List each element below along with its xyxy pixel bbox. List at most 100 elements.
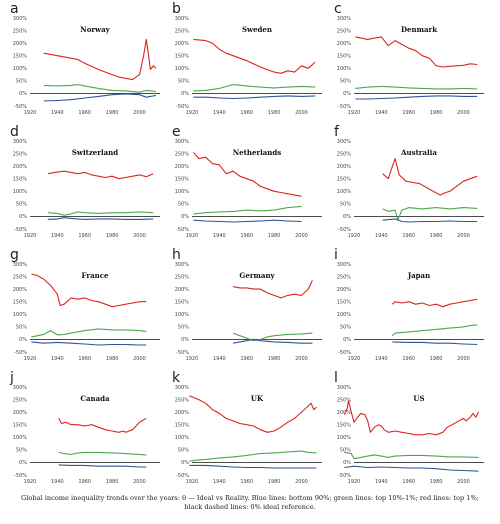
y-tick-label: 200% xyxy=(13,41,28,47)
x-tick-label: 2000 xyxy=(133,356,146,362)
y-tick-label: 300% xyxy=(13,16,28,22)
y-tick-label: 200% xyxy=(13,287,28,293)
series-red-line xyxy=(58,417,147,433)
series-blue-line xyxy=(47,217,154,220)
y-tick-label: 200% xyxy=(175,164,190,170)
series-red-line xyxy=(43,38,157,81)
y-tick-label: 250% xyxy=(13,274,28,280)
y-tick-label: 100% xyxy=(13,66,28,72)
y-tick-label: 100% xyxy=(13,189,28,195)
panel-letter: d xyxy=(10,124,19,140)
series-blue-line xyxy=(193,219,302,223)
series-blue-line xyxy=(382,218,478,223)
y-tick-label: 200% xyxy=(337,41,352,47)
panel-us: l US 300% 250% 200% 150% 100% 50% 0% -50%1920 1940… xyxy=(334,370,484,485)
x-tick-label: 1920 xyxy=(24,479,37,485)
y-tick-label: 250% xyxy=(337,28,352,34)
y-tick-label: 50% xyxy=(340,202,351,208)
y-tick-label: -50% xyxy=(176,104,189,110)
series-red-line xyxy=(343,400,479,436)
series-red-line xyxy=(192,151,302,197)
x-tick-label: 1960 xyxy=(78,233,91,239)
x-tick-label: 1980 xyxy=(268,110,281,116)
x-tick-label: 2000 xyxy=(457,356,470,362)
series-blue-line xyxy=(344,465,479,472)
y-tick-label: 0% xyxy=(19,337,27,343)
y-tick-label: 250% xyxy=(175,28,190,34)
country-title: Netherlands xyxy=(233,148,281,157)
country-title: Switzerland xyxy=(72,148,118,157)
x-tick-label: 1980 xyxy=(430,233,443,239)
panel-letter: g xyxy=(10,247,19,263)
y-tick-label: 250% xyxy=(175,151,190,157)
panel-sweden: b Sweden 300% 250% 200% 150% 100% 50% 0% -50%1920… xyxy=(172,1,322,116)
panel-letter: j xyxy=(9,370,14,386)
panel-letter: h xyxy=(172,247,181,263)
x-tick-label: 1960 xyxy=(240,233,253,239)
y-tick-label: 50% xyxy=(16,325,27,331)
series-blue-line xyxy=(31,341,147,346)
x-tick-label: 1980 xyxy=(430,356,443,362)
series-red-line xyxy=(232,280,313,299)
series-green-line xyxy=(344,451,479,460)
x-tick-label: 1940 xyxy=(51,356,64,362)
series-green-line xyxy=(58,451,147,456)
y-tick-label: -50% xyxy=(338,350,351,356)
x-tick-label: 1960 xyxy=(402,479,415,485)
x-tick-label: 1980 xyxy=(268,356,281,362)
series-blue-line xyxy=(392,341,478,346)
y-tick-label: 250% xyxy=(337,274,352,280)
series-blue-line xyxy=(193,95,316,100)
y-tick-label: 0% xyxy=(343,91,351,97)
y-tick-label: 250% xyxy=(13,397,28,403)
y-tick-label: 200% xyxy=(175,287,190,293)
x-tick-label: 1920 xyxy=(24,233,37,239)
panel-australia: fAustralia300%250%200%150%100%50%0%-50%1… xyxy=(334,124,484,239)
y-tick-label: 150% xyxy=(13,177,28,183)
x-tick-label: 1960 xyxy=(240,356,253,362)
x-tick-label: 1980 xyxy=(106,110,119,116)
x-tick-label: 2000 xyxy=(295,110,308,116)
x-tick-label: 1980 xyxy=(430,479,443,485)
country-title: Canada xyxy=(80,394,110,403)
country-title: Norway xyxy=(80,25,110,34)
x-tick-label: 1960 xyxy=(402,233,415,239)
y-tick-label: 200% xyxy=(337,287,352,293)
country-title: France xyxy=(82,271,109,280)
x-tick-label: 1940 xyxy=(375,479,388,485)
country-title: UK xyxy=(251,394,264,403)
y-tick-label: 100% xyxy=(337,189,352,195)
y-tick-label: 100% xyxy=(13,435,28,441)
x-tick-label: 2000 xyxy=(133,479,146,485)
panel-switzerland: d Switzerland 300% 250% 200% 150% 100% 50% 0% -50… xyxy=(10,124,160,239)
panel-france: g France 300% 250% 200% 150% 100% 50% 0% -50%1920… xyxy=(10,247,160,362)
y-tick-label: 250% xyxy=(13,28,28,34)
x-tick-label: 1960 xyxy=(78,479,91,485)
x-tick-label: 1920 xyxy=(24,110,37,116)
y-tick-label: -50% xyxy=(14,227,27,233)
series-blue-line xyxy=(189,464,317,469)
x-tick-label: 1960 xyxy=(402,356,415,362)
panel-denmark: c Denmark 300% 250% 200% 150% 100% 50% 0% -50%192… xyxy=(334,1,484,116)
x-tick-label: 1920 xyxy=(186,233,199,239)
x-tick-label: 1940 xyxy=(213,356,226,362)
country-title: Sweden xyxy=(242,25,272,34)
x-tick-label: 1940 xyxy=(51,110,64,116)
y-tick-label: -50% xyxy=(14,350,27,356)
y-tick-label: 300% xyxy=(13,139,28,145)
panel-norway: a Norway 300% 250% 200% 150% 100% 50% 0% -50%1920… xyxy=(10,1,160,116)
y-tick-label: 150% xyxy=(337,423,352,429)
series-green-line xyxy=(43,84,156,93)
y-tick-label: 150% xyxy=(13,54,28,60)
series-green-line xyxy=(355,85,478,90)
y-tick-label: 0% xyxy=(343,460,351,466)
x-tick-label: 1920 xyxy=(348,233,361,239)
x-tick-label: 1940 xyxy=(375,110,388,116)
y-tick-label: 150% xyxy=(175,177,190,183)
panel-netherlands: e Netherlands 300% 250% 200% 150% 100% 50% 0% -50… xyxy=(172,124,322,239)
y-tick-label: -50% xyxy=(176,227,189,233)
y-tick-label: 50% xyxy=(340,325,351,331)
y-tick-label: 0% xyxy=(181,460,189,466)
y-tick-label: 300% xyxy=(337,139,352,145)
y-tick-label: 50% xyxy=(178,202,189,208)
